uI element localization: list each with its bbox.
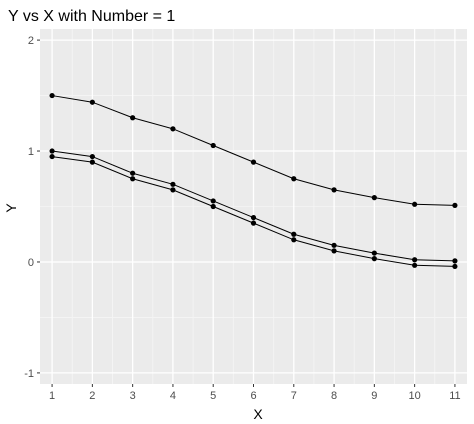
data-point [412,257,418,263]
data-point [452,258,458,264]
data-point [210,203,216,210]
series-2 [49,148,458,264]
data-series [49,92,458,270]
data-point [49,148,55,154]
x-tick-label: 11 [449,390,460,402]
data-point [291,176,297,182]
data-point [331,248,337,254]
x-tick-label: 8 [331,390,337,402]
data-point [331,242,337,248]
data-point [130,115,136,121]
data-point [49,153,55,160]
data-point [331,187,337,193]
data-point [89,99,95,105]
y-tick-label: -1 [24,368,34,380]
x-tick-label: 6 [250,390,256,402]
x-axis-title: X [253,406,263,422]
y-tick-label: 1 [28,146,34,158]
data-point [89,159,95,165]
data-point [210,198,216,204]
data-point [412,262,418,268]
y-tick-label: 0 [28,257,34,269]
data-point [170,181,176,187]
data-point [452,263,458,270]
data-point [371,256,377,262]
x-tick-label: 7 [291,390,297,402]
data-point [250,214,257,221]
axes: -1 0 1 2 1 2 3 4 5 6 7 8 9 10 11 [24,35,460,402]
data-point [250,159,257,165]
data-point [452,202,458,208]
data-point [130,176,136,182]
x-tick-label: 2 [89,390,95,402]
data-point [170,187,176,193]
x-tick-label: 10 [409,390,421,402]
data-point [210,142,216,149]
series-1 [49,92,458,208]
data-point [412,201,418,207]
data-point [130,170,136,176]
x-tick-label: 1 [49,390,55,402]
y-axis-title: Y [3,203,19,213]
x-tick-label: 9 [371,390,377,402]
data-point [49,92,55,99]
data-point [371,250,377,256]
chart-title: Y vs X with Number = 1 [8,8,175,25]
y-tick-label: 2 [28,35,34,47]
x-tick-label: 4 [170,390,176,402]
x-tick-label: 3 [130,390,136,402]
series-3 [49,153,458,270]
data-point [89,153,95,160]
data-point [371,195,377,201]
data-point [291,237,297,243]
data-point [170,126,176,132]
data-point [291,231,297,237]
x-tick-label: 5 [210,390,216,402]
data-point [250,220,257,226]
